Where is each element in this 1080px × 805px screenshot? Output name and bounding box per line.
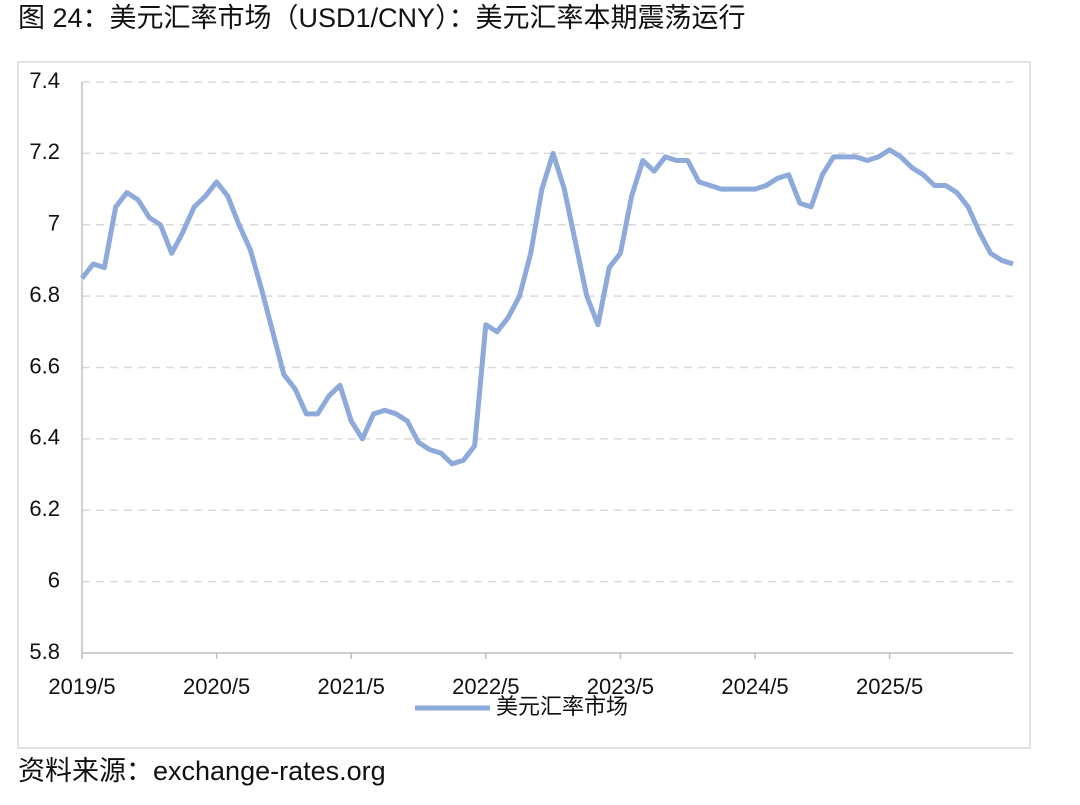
x-tick-label: 2020/5 <box>183 674 250 699</box>
y-tick-label: 6.6 <box>29 353 60 378</box>
y-tick-label: 6.4 <box>29 425 60 450</box>
x-tick-label: 2025/5 <box>856 674 923 699</box>
x-tick-label: 2023/5 <box>587 674 654 699</box>
chart-frame <box>17 61 1031 749</box>
x-tick-label: 2024/5 <box>721 674 788 699</box>
y-tick-label: 6.8 <box>29 282 60 307</box>
y-tick-label: 5.8 <box>29 639 60 664</box>
x-tick-label: 2021/5 <box>318 674 385 699</box>
legend-label: 美元汇率市场 <box>496 694 628 719</box>
line-series <box>80 147 1014 467</box>
source-note: 资料来源：exchange-rates.org <box>18 756 386 786</box>
x-tick-label: 2019/5 <box>48 674 115 699</box>
y-tick-label: 7 <box>48 211 60 236</box>
x-tick-label: 2022/5 <box>452 674 519 699</box>
y-tick-label: 7.2 <box>29 139 60 164</box>
y-tick-label: 6.2 <box>29 496 60 521</box>
y-tick-label: 7.4 <box>29 68 60 93</box>
chart-title: 图 24：美元汇率市场（USD1/CNY）：美元汇率本期震荡运行 <box>18 3 746 33</box>
y-tick-label: 6 <box>48 567 60 592</box>
